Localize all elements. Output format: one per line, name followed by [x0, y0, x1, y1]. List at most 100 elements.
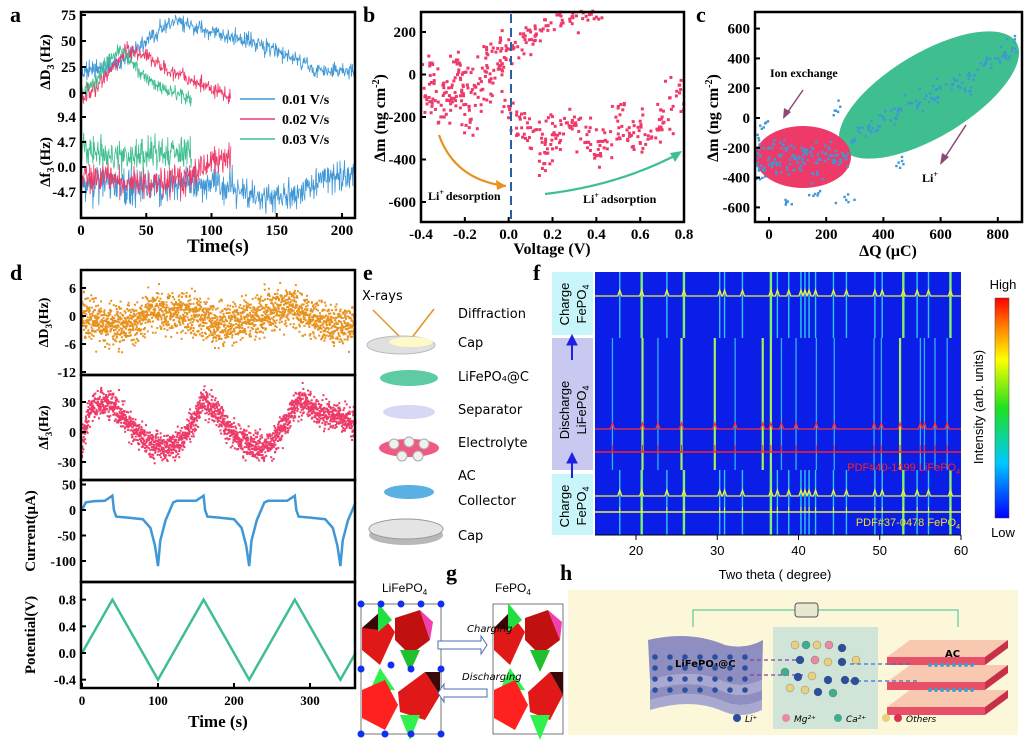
data-point-f3 — [120, 414, 123, 417]
data-point — [985, 57, 988, 61]
data-point-f3 — [259, 437, 262, 440]
data-point-D3 — [292, 294, 295, 297]
data-point-f3 — [337, 420, 340, 423]
data-point-f3 — [347, 418, 350, 421]
data-point-D3 — [213, 322, 216, 325]
data-point-D3 — [228, 308, 231, 311]
data-point-f3 — [133, 428, 136, 431]
data-point — [853, 198, 856, 202]
panel-d-x-tick-label: 0 — [79, 693, 86, 708]
data-point-D3 — [259, 300, 262, 303]
data-point-f3 — [324, 407, 327, 410]
data-point — [774, 170, 778, 174]
data-point-D3 — [92, 335, 95, 338]
data-point-f3 — [228, 437, 231, 440]
data-point — [627, 126, 631, 130]
data-point-f3 — [340, 425, 343, 428]
data-point-f3 — [251, 437, 254, 440]
data-point-D3 — [202, 311, 205, 314]
data-point — [798, 167, 801, 170]
data-point-f3 — [173, 441, 176, 444]
data-point-f3 — [88, 415, 91, 418]
data-point-D3 — [267, 309, 270, 312]
data-point-D3 — [117, 325, 120, 328]
data-point — [428, 73, 432, 77]
data-point — [617, 136, 621, 140]
data-point-D3 — [192, 302, 195, 305]
data-point-f3 — [122, 414, 125, 417]
data-point-D3 — [249, 329, 252, 332]
data-point — [485, 64, 489, 68]
data-point-D3 — [265, 305, 268, 308]
data-point-D3 — [160, 304, 163, 307]
data-point-f3 — [316, 421, 319, 424]
data-point — [428, 61, 432, 65]
data-point-D3 — [292, 309, 295, 312]
data-point-D3 — [166, 311, 169, 314]
data-point — [429, 111, 433, 115]
data-point-f3 — [162, 448, 165, 451]
data-point-D3 — [219, 316, 222, 319]
data-point-f3 — [102, 404, 105, 407]
data-point — [463, 112, 467, 116]
data-point-D3 — [316, 319, 319, 322]
data-point-f3 — [342, 413, 345, 416]
data-point-D3 — [312, 332, 315, 335]
data-point-D3 — [157, 317, 160, 320]
data-point-f3 — [117, 405, 120, 408]
data-point-f3 — [308, 402, 311, 405]
data-point — [551, 121, 555, 125]
data-point-f3 — [85, 410, 88, 413]
data-point-D3 — [286, 315, 289, 318]
data-point-D3 — [136, 315, 139, 318]
data-point — [568, 19, 572, 23]
data-point-D3 — [160, 292, 163, 295]
data-point-D3 — [282, 296, 285, 299]
data-point — [549, 21, 553, 25]
data-point — [427, 82, 431, 86]
data-point-D3 — [278, 311, 281, 314]
data-point-f3 — [315, 406, 318, 409]
data-point — [770, 164, 774, 167]
data-point-D3 — [160, 326, 163, 329]
data-point — [528, 28, 532, 32]
data-point — [575, 150, 579, 154]
data-point-D3 — [259, 320, 262, 323]
data-point-D3 — [220, 337, 223, 340]
data-point-f3 — [314, 416, 317, 419]
data-point-D3 — [179, 323, 182, 326]
data-point-f3 — [306, 396, 309, 399]
data-point-D3 — [263, 336, 266, 339]
data-point — [761, 176, 764, 180]
data-point-D3 — [211, 322, 214, 325]
data-point-D3 — [308, 323, 311, 326]
data-point-D3 — [243, 299, 246, 302]
data-point-D3 — [211, 308, 214, 311]
data-point-D3 — [217, 347, 220, 350]
data-point-D3 — [139, 328, 142, 331]
data-point-D3 — [82, 316, 85, 319]
data-point-D3 — [179, 315, 182, 318]
data-point-D3 — [225, 312, 228, 315]
data-point-D3 — [274, 324, 277, 327]
data-point-f3 — [100, 398, 103, 401]
data-point-D3 — [328, 321, 331, 324]
data-point — [878, 125, 882, 129]
data-point — [784, 147, 787, 150]
data-point — [618, 113, 622, 117]
data-point — [766, 147, 770, 150]
data-point-f3 — [219, 423, 222, 426]
data-point-f3 — [168, 446, 171, 449]
data-point-f3 — [193, 411, 196, 414]
data-point-f3 — [273, 445, 276, 448]
data-point-f3 — [93, 411, 96, 414]
data-point-D3 — [90, 317, 93, 320]
data-point — [762, 146, 765, 150]
series-D3-0-01-V-s — [80, 14, 356, 81]
data-point-D3 — [231, 336, 234, 339]
data-point-f3 — [252, 441, 255, 444]
data-point-f3 — [332, 412, 335, 415]
data-point — [544, 140, 548, 144]
data-point-D3 — [222, 345, 225, 348]
data-point — [818, 189, 822, 193]
